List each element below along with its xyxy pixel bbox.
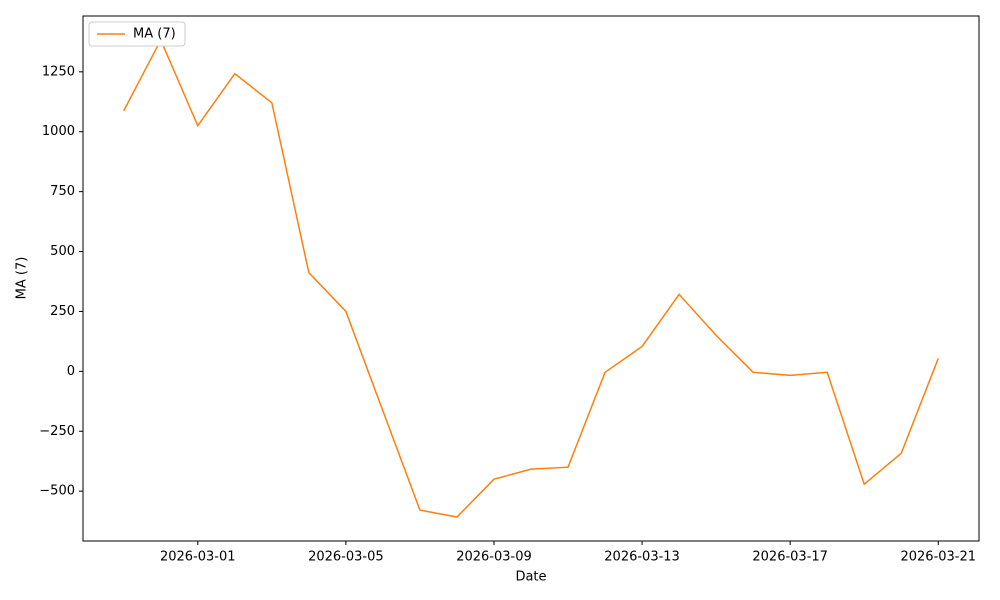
y-tick-label: 1250: [42, 64, 75, 79]
y-tick-label: −500: [39, 484, 75, 499]
x-tick-label: 2026-03-21: [900, 550, 976, 565]
legend-label: MA (7): [133, 27, 176, 42]
y-tick-label: −250: [39, 424, 75, 439]
x-tick-label: 2026-03-01: [160, 550, 236, 565]
x-tick-label: 2026-03-09: [456, 550, 532, 565]
legend-box: [88, 21, 186, 47]
y-tick-label: 250: [50, 304, 75, 319]
y-tick-label: 1000: [42, 124, 75, 139]
y-tick-label: 500: [50, 244, 75, 259]
y-tick-label: 0: [67, 364, 75, 379]
x-tick-label: 2026-03-05: [308, 550, 384, 565]
x-tick-label: 2026-03-13: [604, 550, 680, 565]
series-line: [123, 38, 939, 518]
y-axis-label: MA (7): [15, 257, 30, 300]
x-tick-label: 2026-03-17: [752, 550, 828, 565]
plot-frame: [82, 15, 980, 542]
x-axis-label: Date: [515, 570, 546, 585]
y-tick-label: 750: [50, 184, 75, 199]
